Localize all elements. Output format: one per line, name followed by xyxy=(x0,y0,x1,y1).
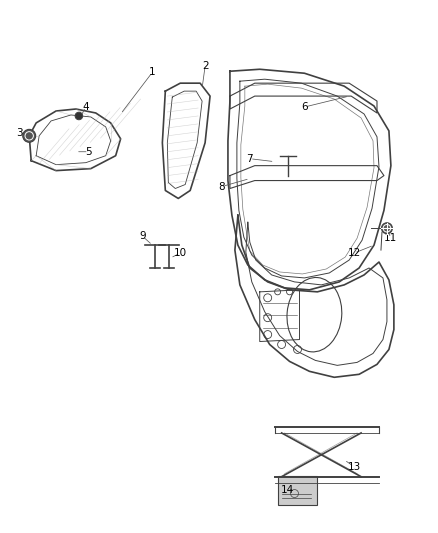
Text: 11: 11 xyxy=(384,233,398,243)
Circle shape xyxy=(75,112,83,120)
Circle shape xyxy=(381,223,392,233)
Text: 9: 9 xyxy=(139,231,146,241)
Bar xyxy=(278,475,318,505)
Text: 8: 8 xyxy=(219,182,225,191)
Circle shape xyxy=(23,130,35,142)
Text: 14: 14 xyxy=(281,484,294,495)
Text: 4: 4 xyxy=(82,102,89,112)
Text: 12: 12 xyxy=(347,248,361,258)
Text: 7: 7 xyxy=(247,154,253,164)
Text: 1: 1 xyxy=(149,67,156,77)
Text: 13: 13 xyxy=(347,462,361,472)
Text: 6: 6 xyxy=(301,102,308,112)
Text: 3: 3 xyxy=(16,128,23,138)
Text: 10: 10 xyxy=(174,248,187,258)
Text: 2: 2 xyxy=(202,61,208,71)
Text: 5: 5 xyxy=(85,147,92,157)
